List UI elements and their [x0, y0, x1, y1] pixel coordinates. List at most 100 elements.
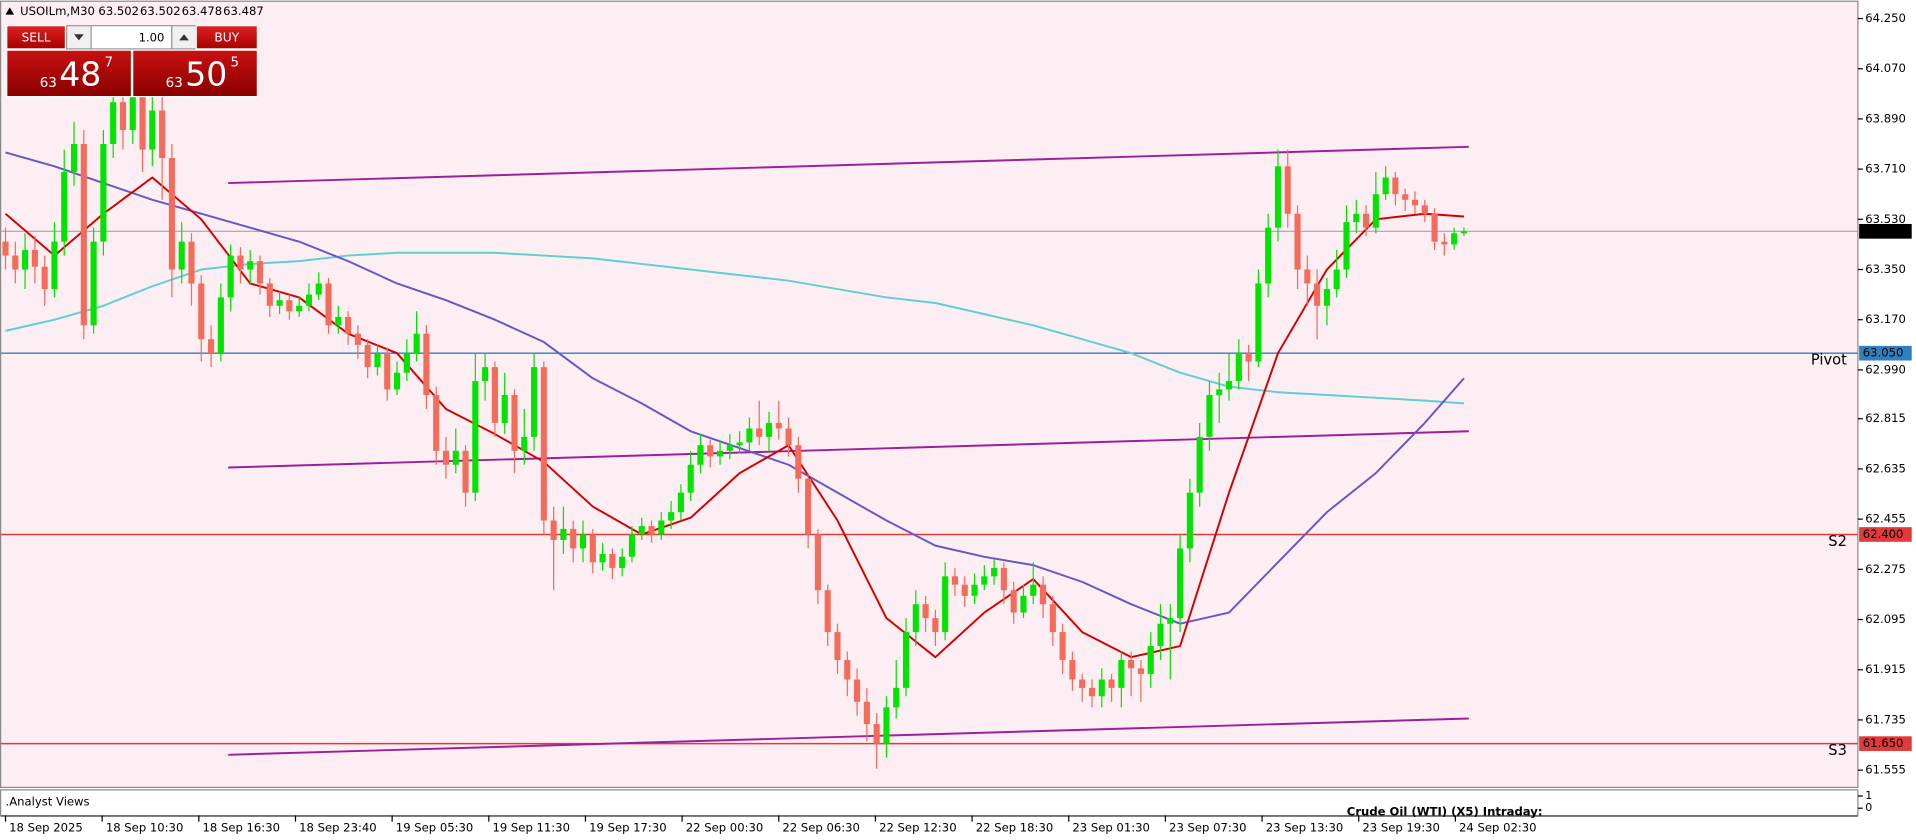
y-tick-label: 62.635 [1865, 461, 1906, 475]
y-tick-label: 62.095 [1865, 612, 1906, 626]
candle-body [1020, 595, 1027, 613]
sell-button[interactable] [6, 25, 67, 50]
candle-body [1177, 548, 1184, 619]
candle-body [619, 556, 626, 568]
candle-body [247, 261, 254, 270]
candle-body [110, 102, 117, 145]
x-tick-label: 18 Sep 2025 [9, 820, 83, 834]
candle-body [814, 534, 821, 591]
candle-body [511, 395, 518, 451]
up-arrow [179, 34, 189, 41]
candle-body [1421, 205, 1428, 214]
indicator-note: Crude Oil (WTI) (X5) Intraday: [1347, 804, 1543, 818]
candle-body [462, 450, 469, 493]
x-tick-label: 18 Sep 10:30 [106, 820, 184, 834]
collapse-icon[interactable] [5, 7, 15, 15]
candle-body [1147, 646, 1154, 674]
candle-body [119, 102, 127, 131]
candle-body [981, 576, 988, 585]
candle-body [765, 422, 773, 437]
candle-body [305, 294, 313, 306]
candle-body [393, 372, 401, 390]
candle-body [442, 450, 450, 465]
bid-box[interactable] [6, 49, 133, 98]
candle-body [971, 584, 978, 596]
candle-body [129, 93, 136, 131]
candle-body [41, 266, 48, 290]
candle-body [1333, 269, 1340, 290]
candle-body [1304, 269, 1311, 284]
y-tick-label: 63.890 [1865, 111, 1906, 125]
ohlc-value: 63.478 [182, 4, 223, 18]
sell-label: SELL [22, 30, 51, 44]
candle-body [1274, 166, 1282, 228]
y-tick-label: 64.070 [1865, 61, 1906, 75]
candle-body [628, 534, 636, 557]
candle-body [1030, 584, 1037, 596]
candle-body [658, 520, 665, 535]
candle-body [354, 333, 361, 345]
candle-body [1039, 584, 1047, 605]
candle-body [433, 395, 440, 451]
candle-body [648, 526, 655, 535]
lots-value: 1.00 [139, 30, 165, 44]
level-tag-label: 61.650 [1863, 736, 1904, 750]
last-price-tag [1859, 223, 1912, 239]
candle-body [785, 428, 792, 446]
candle-body [345, 316, 352, 334]
x-tick-label: 22 Sep 18:30 [976, 820, 1053, 834]
candle-body [1314, 283, 1321, 306]
x-tick-label: 19 Sep 11:30 [492, 820, 570, 834]
candle-body [70, 144, 78, 172]
candle-body [374, 353, 381, 368]
ask-box[interactable] [132, 49, 258, 98]
candle-body [1451, 233, 1458, 245]
x-tick-label: 23 Sep 19:30 [1362, 820, 1440, 834]
channel-line [228, 145, 1469, 185]
candle-body [90, 241, 97, 326]
ohlc-values: 63.502 63.502 63.478 63.487 [98, 4, 263, 18]
candle-body [31, 249, 38, 267]
candle-body [570, 528, 577, 549]
candle-body [599, 553, 606, 563]
last-price-label: 63.487 [1863, 224, 1904, 238]
candle-body [560, 528, 567, 541]
candle-body [687, 464, 694, 493]
y-tick-label: 63.530 [1865, 212, 1906, 226]
candle-body [61, 171, 68, 242]
candle-body [413, 333, 420, 354]
level-tag [1859, 345, 1912, 361]
candle-body [188, 241, 195, 284]
candle-body [805, 478, 812, 535]
candle-body [80, 144, 87, 326]
candle-body [716, 450, 724, 457]
overlay-layer: 64.250 64.070 63.890 63.710 63.530 63.350 63.1… [4, 11, 1912, 834]
candle-body [1441, 241, 1448, 245]
candle-body [403, 353, 410, 373]
candle-body [227, 255, 234, 298]
candle-body [1088, 687, 1096, 697]
buy-button[interactable] [195, 25, 258, 50]
candle-body [1128, 659, 1135, 669]
candle-body [296, 305, 303, 312]
x-tick-label: 23 Sep 07:30 [1169, 820, 1247, 834]
plot-layer [0, 74, 1858, 769]
candle-body [335, 316, 342, 326]
ohlc-value: 63.502 [140, 4, 181, 18]
y-tick-label: 63.350 [1865, 262, 1906, 276]
candle-body [325, 283, 332, 326]
level-tag-label: 63.050 [1863, 346, 1904, 360]
candle-body [726, 445, 733, 451]
candle-body [452, 450, 459, 465]
candle-body [1010, 590, 1017, 613]
level-tag-label: 62.400 [1863, 527, 1904, 541]
level-tag [1859, 736, 1912, 751]
candle-body [1363, 213, 1370, 228]
candle-body [423, 333, 430, 396]
candle-body [149, 110, 156, 150]
trade-panel: SELL 1.00 BUY 63 48 7 63 50 5 [6, 25, 258, 98]
x-tick-label: 18 Sep 23:40 [299, 820, 377, 834]
y-tick-label: 62.815 [1865, 411, 1906, 425]
candle-body [1186, 492, 1193, 549]
